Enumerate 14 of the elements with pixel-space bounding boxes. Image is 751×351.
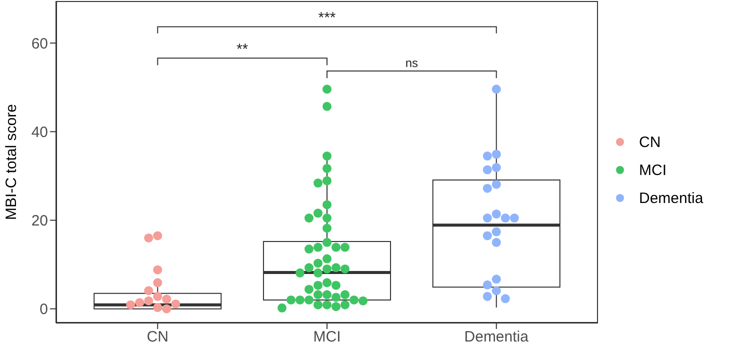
x-tick-label: Dementia [464,328,530,346]
y-tick-label: 40 [31,124,48,141]
legend-label: MCI [639,162,666,178]
y-tick-label: 0 [40,301,48,318]
y-axis-title: MBI-C total score [3,104,20,220]
legend-label: CN [639,134,661,150]
y-tick-label: 60 [31,35,48,52]
y-tick-label: 20 [31,212,48,230]
annotation: ns [405,56,418,70]
annotation: *** [318,10,336,27]
annotation: ** [236,41,248,58]
x-tick-label: CN [146,328,168,346]
legend-label: Dementia [639,190,704,206]
x-tick-label: MCI [313,328,341,346]
